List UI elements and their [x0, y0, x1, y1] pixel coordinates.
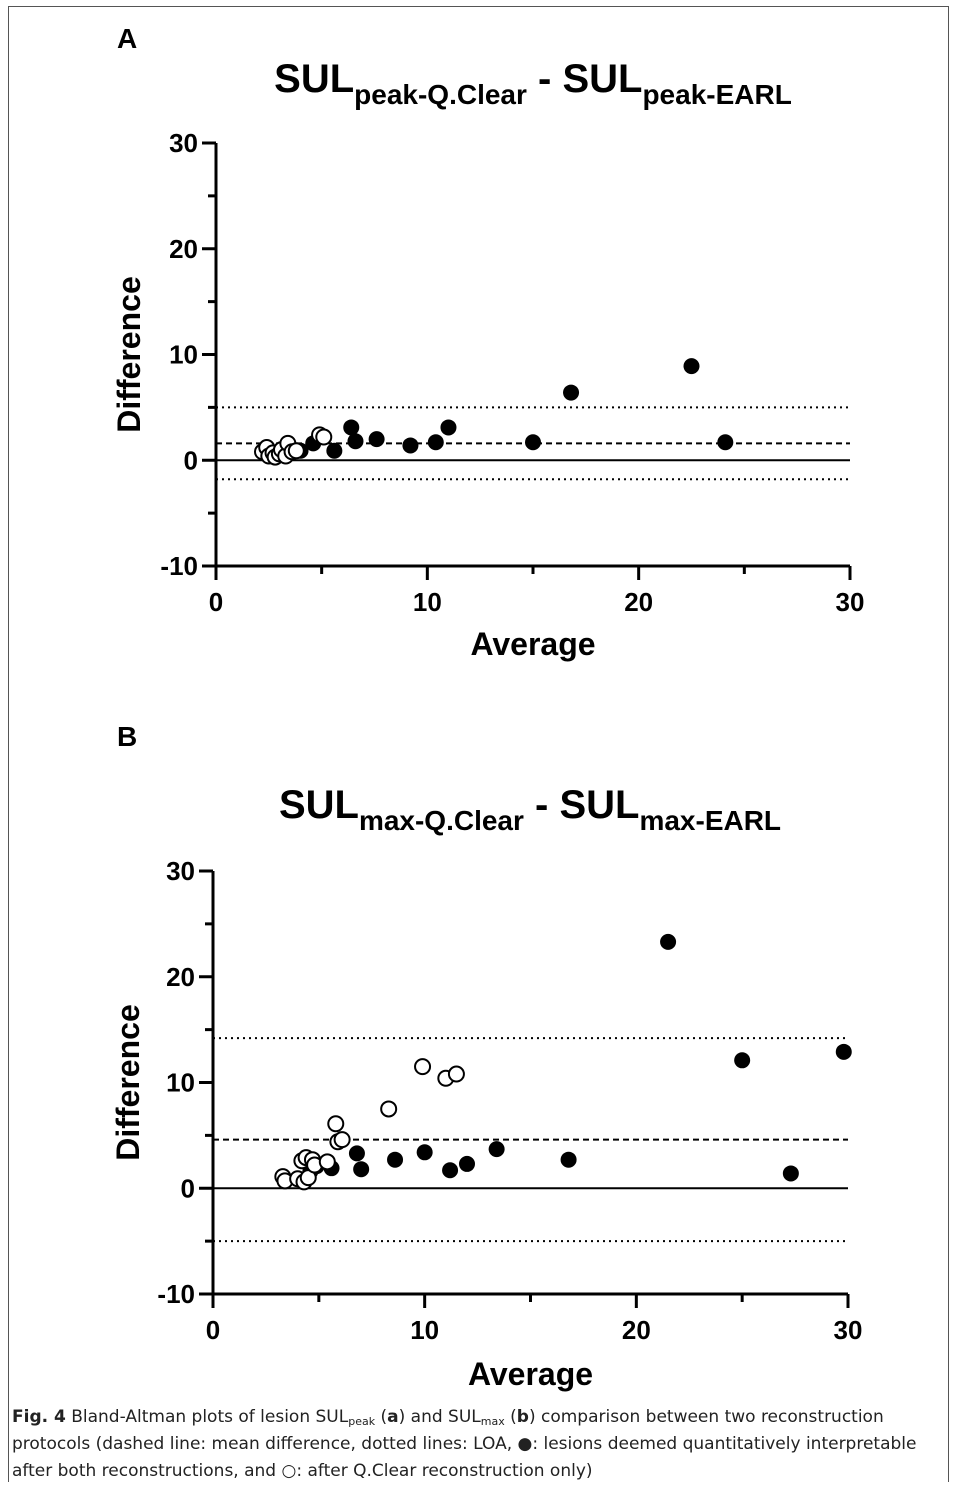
data-point-filled [717, 434, 734, 451]
y-tick-label: 20 [169, 234, 198, 264]
chart-title-part-5: max-EARL [639, 805, 781, 836]
data-point-filled [442, 1162, 459, 1179]
y-axis-label: Difference [110, 1004, 146, 1161]
figure-frame [8, 6, 949, 1482]
x-tick-label: 10 [410, 1315, 439, 1345]
y-tick-label: -10 [160, 551, 198, 581]
y-tick-label: -10 [157, 1279, 195, 1309]
data-point-open [414, 1058, 432, 1076]
caption-text-1: Bland-Altman plots of lesion SUL [65, 1407, 349, 1427]
data-point-open [318, 1153, 336, 1171]
data-point-filled [368, 431, 385, 448]
caption-bold-a: a [387, 1407, 399, 1427]
x-tick-label: 30 [834, 1315, 863, 1345]
data-point-open [315, 428, 333, 446]
data-point-filled [835, 1043, 852, 1060]
data-point-open [333, 1131, 351, 1149]
data-point-filled [326, 442, 343, 459]
x-tick-label: 20 [622, 1315, 651, 1345]
data-point-open [447, 1065, 465, 1083]
chart-title-part-3: - [527, 57, 563, 101]
chart-title-part-5: peak-EARL [642, 79, 791, 110]
caption-sub-2: max [480, 1415, 505, 1428]
data-point-filled [525, 434, 541, 451]
data-point-filled [440, 419, 457, 436]
y-axis-label: Difference [111, 276, 147, 433]
x-tick-label: 10 [413, 587, 442, 617]
chart-title-part-4: SUL [559, 783, 639, 827]
data-point-filled [347, 433, 364, 450]
data-point-filled [782, 1165, 799, 1182]
data-point-open [287, 442, 305, 460]
chart-title-part-4: SUL [562, 57, 642, 101]
data-point-filled [427, 434, 444, 451]
caption-sub-1: peak [348, 1415, 376, 1428]
y-tick-label: 10 [166, 1068, 195, 1098]
panel-label: B [117, 721, 137, 752]
chart-title-part-2: peak-Q.Clear [354, 79, 527, 110]
y-tick-label: 30 [169, 128, 198, 158]
y-tick-label: 20 [166, 962, 195, 992]
y-tick-label: 10 [169, 340, 198, 370]
data-point-filled [387, 1151, 404, 1168]
data-point-filled [459, 1155, 475, 1172]
chart-title-part-1: SUL [274, 57, 354, 101]
x-axis-label: Average [470, 626, 595, 662]
x-tick-label: 0 [206, 1315, 220, 1345]
x-tick-label: 30 [836, 587, 865, 617]
data-point-filled [353, 1161, 370, 1178]
chart-title-part-3: - [524, 783, 560, 827]
chart-title-part-1: SUL [279, 783, 359, 827]
data-point-filled [683, 358, 700, 375]
caption-text-2: ( [375, 1407, 388, 1427]
data-point-filled [734, 1052, 751, 1069]
data-point-filled [416, 1144, 433, 1161]
y-tick-label: 0 [181, 1173, 195, 1203]
caption-bold-b: b [516, 1407, 529, 1427]
data-point-filled [343, 419, 360, 436]
data-point-filled [488, 1141, 505, 1158]
caption-text-3: ) and SUL [398, 1407, 481, 1427]
figure-caption: Fig. 4 Bland-Altman plots of lesion SULp… [12, 1404, 937, 1485]
x-tick-label: 0 [209, 587, 223, 617]
chart-title-part-2: max-Q.Clear [359, 805, 524, 836]
caption-text-4: ( [504, 1407, 517, 1427]
data-point-filled [563, 384, 580, 401]
x-tick-label: 20 [624, 587, 653, 617]
data-point-filled [348, 1145, 365, 1162]
chart-title: SULpeak-Q.Clear - SULpeak-EARL [274, 57, 792, 110]
panel-label: A [117, 23, 137, 54]
data-point-filled [660, 933, 677, 950]
data-point-filled [402, 437, 419, 454]
data-point-open [327, 1115, 345, 1133]
x-axis-label: Average [468, 1356, 593, 1392]
caption-fig-label: Fig. 4 [12, 1407, 66, 1427]
caption-text-5: ) comparison between two reconstruction … [12, 1407, 917, 1481]
y-tick-label: 30 [166, 856, 195, 886]
data-point-open [380, 1100, 398, 1118]
chart-title: SULmax-Q.Clear - SULmax-EARL [279, 783, 781, 836]
y-tick-label: 0 [184, 445, 198, 475]
data-point-filled [560, 1151, 577, 1168]
